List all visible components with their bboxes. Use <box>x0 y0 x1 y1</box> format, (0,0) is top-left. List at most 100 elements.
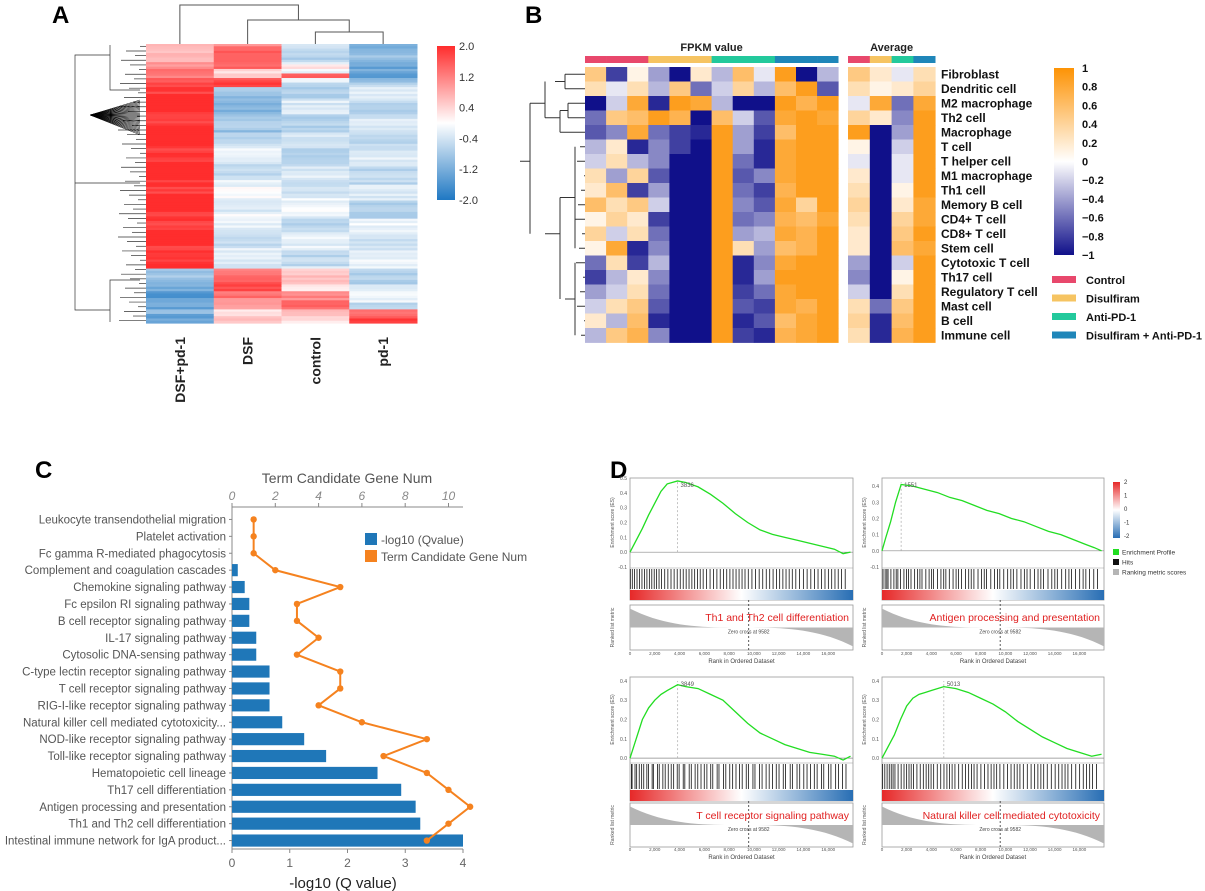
heatmap-a-cell <box>213 214 282 217</box>
heatmap-b-cell <box>627 67 649 82</box>
heatmap-a-cell <box>281 186 350 190</box>
heatmap-a-cell <box>146 259 215 263</box>
heatmap-b-cell <box>711 197 734 213</box>
heatmap-a-cell <box>146 130 215 134</box>
heatmap-a-cell <box>281 155 350 159</box>
heatmap-a-cell <box>146 50 215 54</box>
heatmap-a-cell <box>146 112 215 115</box>
heatmap-b-average-cell <box>848 154 871 169</box>
heatmap-a-cell <box>146 127 215 131</box>
dendrogram-branch <box>545 102 585 133</box>
heatmap-a-cell <box>213 148 282 152</box>
heatmap-b-cell <box>585 110 607 126</box>
chart-c-category-label: Natural killer cell mediated cytotoxicit… <box>23 717 226 729</box>
heatmap-a-cell <box>146 200 215 204</box>
heatmap-b-cell <box>627 139 649 155</box>
gsea-y-tick: 0.4 <box>872 484 879 490</box>
heatmap-a-cell <box>349 143 418 147</box>
heatmap-b-average-cell <box>891 299 914 314</box>
gsea-frame <box>629 477 854 601</box>
chart-c-bar <box>232 834 463 847</box>
heatmap-a-cell <box>213 220 282 224</box>
heatmap-a-cell <box>349 171 418 174</box>
heatmap-b-cell <box>732 226 755 242</box>
gsea-x-tick: 8,000 <box>975 651 987 656</box>
colorbar-b-tick: 0.6 <box>1082 100 1097 112</box>
gsea-x-tick: 16,000 <box>821 651 835 656</box>
heatmap-a-cell <box>281 123 350 127</box>
heatmap-a-cell <box>349 257 418 261</box>
heatmap-a-cell <box>146 175 215 179</box>
heatmap-b-cell <box>817 226 839 242</box>
heatmap-b-cell <box>606 197 628 213</box>
heatmap-a-cell <box>349 291 418 295</box>
heatmap-b-average-cell <box>891 96 914 111</box>
chart-c-line-point <box>445 820 452 827</box>
heatmap-a-cell <box>349 264 418 267</box>
heatmap-a-cell <box>281 157 350 161</box>
heatmap-a-cell <box>213 137 282 140</box>
heatmap-a-cell <box>146 214 215 217</box>
heatmap-a-cell <box>146 171 215 174</box>
heatmap-b-cell <box>817 96 839 111</box>
heatmap-b-cell <box>796 139 818 155</box>
heatmap-b-cell <box>669 255 691 271</box>
chart-c-category-label: Fc gamma R-mediated phagocytosis <box>39 548 227 560</box>
heatmap-a-cell <box>281 320 350 324</box>
heatmap-a-cell <box>213 259 282 263</box>
heatmap-a-cell <box>349 284 418 288</box>
heatmap-b-cell <box>606 168 628 184</box>
gsea-y-tick: 0.4 <box>620 679 627 685</box>
heatmap-b-cell <box>606 328 628 343</box>
heatmap-a-cell <box>281 236 350 240</box>
heatmap-a-cell <box>281 277 350 281</box>
heatmap-a-cell <box>146 78 215 81</box>
heatmap-a-cell <box>281 64 350 68</box>
heatmap-b-cell <box>669 313 691 329</box>
heatmap-a-cell <box>349 159 418 163</box>
heatmap-a-cell <box>146 320 215 324</box>
heatmap-b-cell <box>711 154 734 169</box>
heatmap-b-cell <box>585 197 607 213</box>
heatmap-a-cell <box>349 134 418 138</box>
heatmap-b-cell <box>774 226 797 242</box>
heatmap-a-cell <box>146 254 215 258</box>
heatmap-a-cell <box>281 161 350 165</box>
heatmap-a-cell <box>213 288 282 292</box>
heatmap-b-average-cell <box>848 197 871 213</box>
heatmap-a-cell <box>213 298 282 301</box>
gsea-plot: 5013 0.4 0.3 0.2 0.1 0.0 Enrichment score (ES)… <box>862 676 1105 861</box>
heatmap-a-cell <box>213 114 282 118</box>
heatmap-b-cell <box>627 183 649 198</box>
gsea-colorbar-tick: 1 <box>1124 494 1128 500</box>
heatmap-a-cell <box>349 64 418 68</box>
gsea-y-tick: 0.3 <box>872 698 879 704</box>
dendrogram-branch <box>520 103 531 234</box>
chart-c-line-point <box>272 566 279 574</box>
heatmap-a-cell <box>281 318 350 322</box>
heatmap-b-cell <box>817 328 839 343</box>
chart-c-bar <box>232 597 250 611</box>
colorbar-b-tick: −1 <box>1082 250 1095 262</box>
heatmap-b-cell <box>585 299 607 314</box>
dendrogram-leaf <box>89 114 141 136</box>
heatmap-a-cell <box>146 313 215 317</box>
heatmap-b-average-cell <box>891 313 914 329</box>
group-bar-b <box>732 56 755 63</box>
heatmap-a-cell <box>349 89 418 93</box>
heatmap-a-cell <box>349 189 418 193</box>
heatmap-a-cell <box>146 139 215 143</box>
heatmap-a-cell <box>213 277 282 281</box>
heatmap-b-average-cell <box>869 110 892 126</box>
heatmap-b-cell <box>732 197 755 213</box>
heatmap-a-cell <box>213 53 282 56</box>
heatmap-b-cell <box>711 328 734 343</box>
heatmap-a-cell <box>213 127 282 131</box>
gsea-y-tick: 0.3 <box>620 698 627 704</box>
heatmap-b-cell <box>732 168 755 184</box>
heatmap-b-average-cell <box>848 96 871 111</box>
chart-c-category-label: Platelet activation <box>136 531 226 543</box>
heatmap-a-cell <box>213 107 282 111</box>
heatmap-a-cell <box>349 184 418 188</box>
